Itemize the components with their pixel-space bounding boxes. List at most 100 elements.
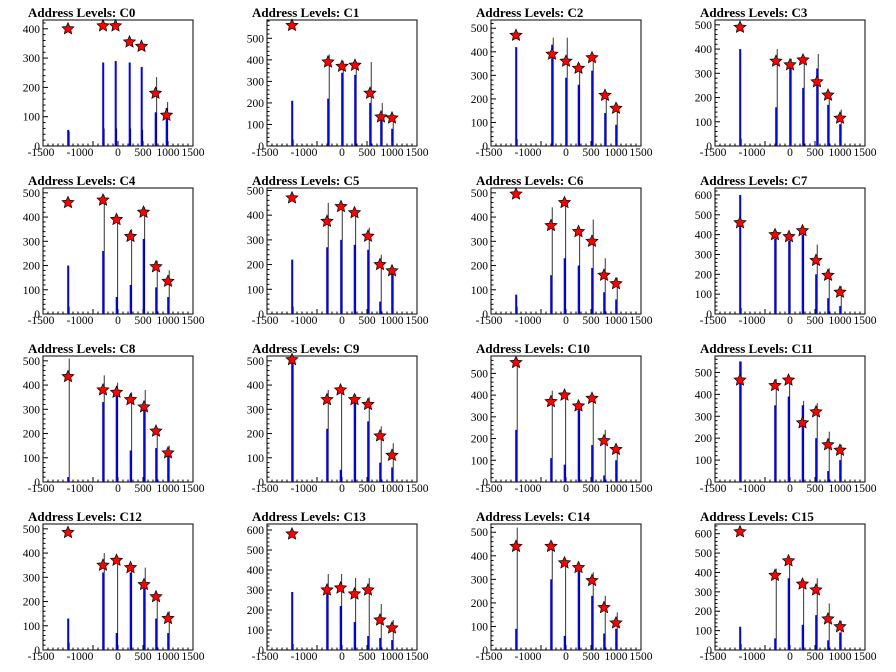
- chart-title: Address Levels: C8: [28, 341, 136, 356]
- peak-marker: [134, 39, 149, 53]
- histogram-bar: [326, 428, 329, 482]
- x-tick-label: -1000: [739, 483, 766, 495]
- peak-marker: [149, 424, 163, 437]
- peak-marker: [149, 589, 163, 603]
- peak-marker: [544, 394, 558, 408]
- histogram-bar: [515, 628, 518, 650]
- y-tick-label: 100: [695, 626, 713, 638]
- peak-marker: [509, 28, 523, 42]
- x-tick-label: 1000: [605, 651, 628, 663]
- histogram-bar: [155, 618, 158, 650]
- peak-marker: [373, 612, 387, 626]
- histogram-bar: [801, 624, 804, 650]
- y-tick-label: 300: [23, 404, 41, 416]
- peak-marker: [585, 573, 599, 587]
- x-tick-label: 1500: [854, 315, 877, 327]
- y-tick-label: 0: [482, 477, 488, 489]
- x-tick-label: 1000: [157, 651, 180, 663]
- peak-marker: [768, 568, 782, 582]
- x-tick-label: 500: [358, 651, 376, 663]
- x-tick-label: 0: [115, 147, 121, 159]
- peak-marker: [733, 373, 747, 386]
- y-tick-label: 0: [258, 309, 264, 321]
- x-tick-label: 500: [134, 483, 152, 495]
- histogram-bar: [154, 112, 157, 146]
- x-tick-label: 1000: [381, 483, 404, 495]
- peak-marker: [571, 61, 586, 75]
- histogram-bar: [391, 640, 394, 650]
- x-tick-label: 1000: [829, 315, 852, 327]
- y-tick-label: 0: [34, 141, 40, 153]
- chart-title: Address Levels: C12: [28, 509, 142, 524]
- y-tick-label: 100: [471, 117, 489, 129]
- peak-marker: [821, 268, 835, 282]
- x-tick-label: 0: [563, 651, 569, 663]
- x-tick-label: 500: [806, 315, 824, 327]
- x-tick-label: 1000: [381, 651, 404, 663]
- x-tick-label: -1000: [291, 315, 318, 327]
- y-tick-label: 500: [471, 23, 489, 35]
- x-tick-label: -1000: [67, 483, 94, 495]
- histogram-bar: [577, 84, 580, 146]
- histogram-bar: [129, 284, 132, 314]
- peak-marker: [373, 257, 387, 271]
- y-tick-label: 0: [482, 645, 488, 657]
- histogram-bar: [839, 632, 842, 650]
- y-tick-label: 200: [695, 269, 713, 281]
- y-tick-label: 200: [695, 433, 713, 445]
- x-tick-label: 1500: [854, 651, 877, 663]
- histogram-bar: [615, 299, 618, 314]
- chart-svg: Address Levels: C9 0 100 200 300 400 500 -1500-…: [247, 341, 429, 495]
- y-tick-label: 0: [706, 141, 712, 153]
- x-tick-label: 1500: [854, 147, 877, 159]
- histogram-bar: [563, 464, 566, 482]
- histogram-bar: [615, 124, 618, 146]
- histogram-bar: [515, 47, 518, 147]
- chart-svg: Address Levels: C15 0 100 200 300 400 500 600 -1…: [695, 509, 877, 663]
- x-tick-label: 0: [563, 147, 569, 159]
- histogram-bar: [354, 74, 357, 146]
- y-tick-label: 300: [23, 53, 41, 65]
- chart-svg: Address Levels: C12 0 100 200 300 400 500 -1500…: [23, 509, 205, 663]
- x-tick-label: -1500: [700, 651, 727, 663]
- peak-marker: [385, 110, 399, 124]
- y-tick-label: 300: [247, 404, 265, 416]
- chart-panel: Address Levels: C11 0 100 200 300 400 500 -1500…: [672, 336, 896, 504]
- y-tick-label: 200: [23, 82, 41, 94]
- chart-svg: Address Levels: C0 0 100 200 300 400 -1500 -100…: [23, 5, 205, 159]
- histogram-bar: [340, 239, 343, 314]
- x-tick-label: -1000: [67, 315, 94, 327]
- chart-svg: Address Levels: C4 0 100 200 300 400 500 -1500-…: [23, 173, 205, 327]
- peak-marker: [809, 253, 823, 267]
- histogram-bar: [774, 238, 777, 314]
- x-tick-label: 1000: [605, 315, 628, 327]
- peak-marker: [61, 525, 75, 539]
- histogram-bar: [291, 592, 294, 650]
- chart-svg: Address Levels: C8 0 100 200 300 400 500 -1500-…: [23, 341, 205, 495]
- x-tick-label: 500: [358, 147, 376, 159]
- histogram-bar: [143, 406, 146, 482]
- peak-marker: [161, 611, 175, 625]
- peak-marker: [783, 57, 797, 71]
- y-tick-label: 300: [23, 236, 41, 248]
- peak-marker: [559, 54, 573, 67]
- y-tick-label: 200: [247, 98, 265, 110]
- histogram-bar: [339, 469, 342, 482]
- y-tick-label: 100: [247, 119, 265, 131]
- y-tick-label: 200: [471, 261, 489, 273]
- y-tick-label: 100: [471, 621, 489, 633]
- chart-panel: Address Levels: C14 0 100 200 300 400 500 -1500…: [448, 504, 672, 672]
- x-tick-label: -1000: [291, 147, 318, 159]
- peak-marker: [557, 388, 572, 401]
- peak-marker: [285, 18, 299, 32]
- y-tick-label: 400: [23, 380, 41, 392]
- histogram-bar: [787, 396, 790, 482]
- x-tick-label: 1500: [630, 315, 653, 327]
- chart-svg: Address Levels: C7 0 100 200 300 400 500 600 -15…: [695, 173, 877, 327]
- peak-marker: [833, 619, 847, 633]
- peak-marker: [347, 392, 362, 406]
- histogram-bar: [775, 107, 778, 146]
- histogram-bar: [591, 267, 594, 314]
- peak-marker: [61, 21, 75, 35]
